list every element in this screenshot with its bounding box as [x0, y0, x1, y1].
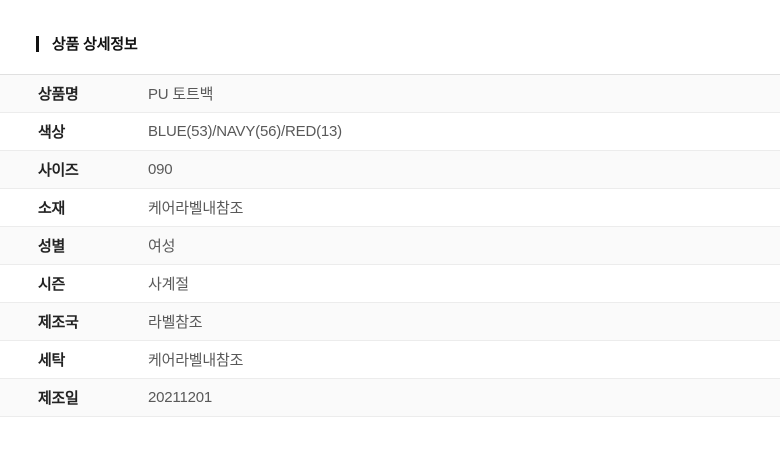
- row-value: 라벨참조: [148, 314, 203, 331]
- row-label: 사이즈: [38, 162, 79, 179]
- row-label: 세탁: [38, 352, 66, 369]
- row-label: 색상: [38, 124, 66, 141]
- row-label: 제조국: [38, 314, 79, 331]
- table-row-product-name: 상품명 PU 토트백: [0, 75, 780, 113]
- section-title: 상품 상세정보: [52, 36, 138, 53]
- row-value: PU 토트백: [148, 86, 214, 103]
- row-value: 케어라벨내참조: [148, 352, 244, 369]
- product-spec-table: 상품명 PU 토트백 색상 BLUE(53)/NAVY(56)/RED(13) …: [0, 74, 780, 417]
- row-value: 케어라벨내참조: [148, 200, 244, 217]
- row-label: 시즌: [38, 276, 66, 293]
- table-row-material: 소재 케어라벨내참조: [0, 189, 780, 227]
- table-row-size: 사이즈 090: [0, 151, 780, 189]
- row-value: 사계절: [148, 276, 189, 293]
- table-row-origin-country: 제조국 라벨참조: [0, 303, 780, 341]
- table-row-color: 색상 BLUE(53)/NAVY(56)/RED(13): [0, 113, 780, 151]
- table-row-gender: 성별 여성: [0, 227, 780, 265]
- row-label: 성별: [38, 238, 66, 255]
- row-value: 20211201: [148, 389, 213, 406]
- row-value: 090: [148, 161, 173, 178]
- table-row-season: 시즌 사계절: [0, 265, 780, 303]
- section-header: 상품 상세정보: [36, 35, 780, 53]
- table-row-manufacture-date: 제조일 20211201: [0, 379, 780, 417]
- row-label: 제조일: [38, 390, 79, 407]
- row-label: 소재: [38, 200, 66, 217]
- table-row-washing: 세탁 케어라벨내참조: [0, 341, 780, 379]
- row-label: 상품명: [38, 86, 79, 103]
- row-value: 여성: [148, 238, 176, 255]
- row-value: BLUE(53)/NAVY(56)/RED(13): [148, 123, 342, 140]
- title-accent-bar-icon: [36, 35, 39, 52]
